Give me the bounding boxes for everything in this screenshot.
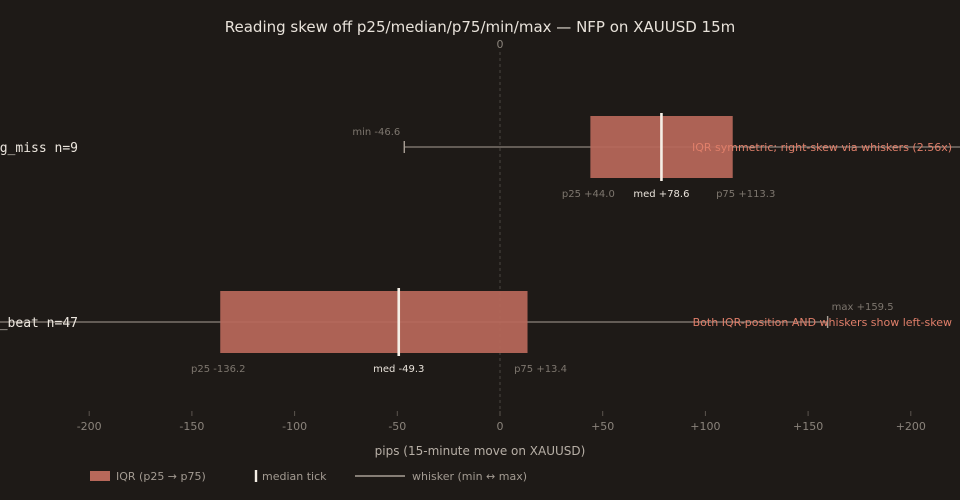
zero-line-label: 0 xyxy=(497,38,504,51)
row-label: _beat n=47 xyxy=(0,316,78,331)
chart-title: Reading skew off p25/median/p75/min/max … xyxy=(225,18,735,36)
x-axis-label: pips (15-minute move on XAUUSD) xyxy=(375,444,586,458)
x-tick-label: +150 xyxy=(793,420,823,433)
legend-label-median: median tick xyxy=(262,470,327,483)
x-tick-label: -150 xyxy=(179,420,204,433)
p25-label: p25 +44.0 xyxy=(562,189,615,200)
x-tick-label: +50 xyxy=(591,420,614,433)
median-label: med -49.3 xyxy=(373,364,424,375)
x-tick-label: 0 xyxy=(497,420,504,433)
legend-label-iqr: IQR (p25 → p75) xyxy=(116,470,206,483)
row-note: IQR symmetric; right-skew via whiskers (… xyxy=(692,141,952,154)
x-tick-label: -100 xyxy=(282,420,307,433)
p75-label: p75 +13.4 xyxy=(514,364,567,375)
x-axis: -400-350-300-250-200-150-100-500+50+100+… xyxy=(77,411,926,433)
legend-item-whisker: whisker (min ↔ max) xyxy=(355,470,527,483)
p25-label: p25 -136.2 xyxy=(191,364,246,375)
x-tick-label: -200 xyxy=(77,420,102,433)
min-label: min -46.6 xyxy=(352,127,400,138)
legend: IQR (p25 → p75) median tick whisker (min ↔… xyxy=(90,470,527,483)
max-label: max +159.5 xyxy=(832,302,894,313)
row-note: Both IQR-position AND whiskers show left… xyxy=(693,316,952,329)
row-label: g_miss n=9 xyxy=(0,141,78,156)
x-tick-label: -50 xyxy=(388,420,406,433)
x-tick-label: +200 xyxy=(896,420,926,433)
p75-label: p75 +113.3 xyxy=(716,189,775,200)
legend-item-iqr: IQR (p25 → p75) xyxy=(90,470,206,483)
x-tick-label: +100 xyxy=(690,420,720,433)
legend-label-whisker: whisker (min ↔ max) xyxy=(412,470,527,483)
legend-swatch-iqr xyxy=(90,471,110,481)
iqr-box xyxy=(220,291,528,353)
median-label: med +78.6 xyxy=(633,189,689,200)
legend-item-median: median tick xyxy=(254,470,327,483)
